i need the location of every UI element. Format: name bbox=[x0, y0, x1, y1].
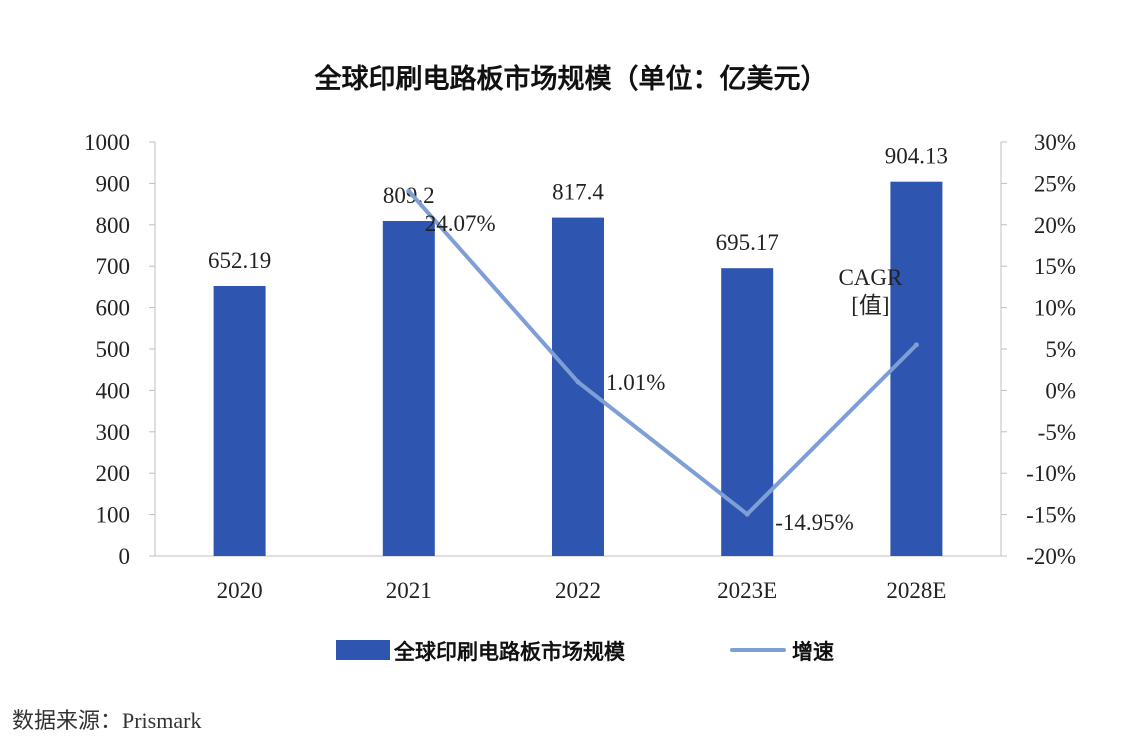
line-segment bbox=[745, 342, 919, 517]
right-tick-label: 15% bbox=[1034, 254, 1076, 279]
x-tick-label: 2020 bbox=[217, 578, 263, 603]
left-tick-label: 500 bbox=[96, 337, 131, 362]
right-tick-label: 20% bbox=[1034, 213, 1076, 238]
x-tick-label: 2022 bbox=[555, 578, 601, 603]
line-point bbox=[913, 342, 919, 348]
legend-bar-swatch bbox=[336, 640, 390, 660]
line-point bbox=[744, 511, 750, 517]
bar bbox=[552, 217, 604, 556]
line-segment bbox=[406, 189, 580, 385]
right-tick-label: 0% bbox=[1045, 378, 1076, 403]
right-tick-label: 30% bbox=[1034, 130, 1076, 155]
line-segment bbox=[576, 380, 750, 517]
bar-value-label: 809.2 bbox=[383, 183, 435, 208]
x-tick-label: 2021 bbox=[386, 578, 432, 603]
growth-line-series bbox=[406, 188, 919, 517]
left-tick-label: 100 bbox=[96, 503, 131, 528]
right-tick-label: -20% bbox=[1026, 544, 1076, 569]
line-value-label: CAGR bbox=[838, 265, 903, 290]
source-note: 数据来源：Prisma­rk bbox=[12, 708, 201, 733]
left-tick-label: 900 bbox=[96, 171, 131, 196]
legend-line-label: 增速 bbox=[792, 640, 834, 664]
bar bbox=[213, 285, 266, 556]
bar-value-label: 817.4 bbox=[552, 180, 604, 205]
line-data-labels: 24.07% 1.01% -14.95% CAGR [值] bbox=[425, 211, 903, 535]
legend-bar-label: 全球印刷电路板市场规模 bbox=[393, 640, 626, 664]
left-tick-label: 400 bbox=[96, 378, 131, 403]
left-y-axis: 0 100 200 300 400 500 600 700 800 900 1000 bbox=[84, 130, 156, 569]
bar bbox=[382, 220, 435, 556]
right-tick-label: -5% bbox=[1038, 420, 1076, 445]
line-point bbox=[406, 188, 412, 194]
left-tick-label: 200 bbox=[96, 461, 131, 486]
right-tick-label: -10% bbox=[1026, 461, 1076, 486]
line-value-label: 24.07% bbox=[425, 211, 496, 236]
line-point bbox=[575, 379, 581, 385]
bar bbox=[890, 181, 943, 556]
left-tick-label: 300 bbox=[96, 420, 131, 445]
bar-value-label: 652.19 bbox=[208, 248, 271, 273]
line-value-label: -14.95% bbox=[775, 510, 854, 535]
right-tick-label: 25% bbox=[1034, 171, 1076, 196]
bar-value-label: 695.17 bbox=[716, 230, 779, 255]
right-tick-label: 5% bbox=[1045, 337, 1076, 362]
left-tick-label: 1000 bbox=[84, 130, 130, 155]
right-tick-label: 10% bbox=[1034, 296, 1076, 321]
x-tick-label: 2028E bbox=[886, 578, 946, 603]
line-value-label: [值] bbox=[851, 293, 889, 318]
line-value-label: 1.01% bbox=[606, 370, 665, 395]
left-tick-label: 800 bbox=[96, 213, 131, 238]
bar-series bbox=[213, 181, 943, 556]
bar bbox=[721, 268, 774, 556]
x-axis: 2020 2021 2022 2023E 2028E bbox=[155, 555, 1001, 603]
chart-title: 全球印刷电路板市场规模（单位：亿美元） bbox=[314, 63, 828, 95]
left-tick-label: 0 bbox=[119, 544, 131, 569]
right-tick-label: -15% bbox=[1026, 503, 1076, 528]
bar-data-labels: 652.19 809.2 817.4 695.17 904.13 bbox=[208, 144, 948, 273]
left-tick-label: 700 bbox=[96, 254, 131, 279]
left-tick-label: 600 bbox=[96, 296, 131, 321]
bar-value-label: 904.13 bbox=[885, 144, 948, 169]
right-y-axis: -20% -15% -10% -5% 0% 5% 10% 15% 20% 25% 30% bbox=[1000, 130, 1076, 569]
x-tick-label: 2023E bbox=[717, 578, 777, 603]
legend: 全球印刷电路板市场规模 增速 bbox=[336, 640, 834, 664]
